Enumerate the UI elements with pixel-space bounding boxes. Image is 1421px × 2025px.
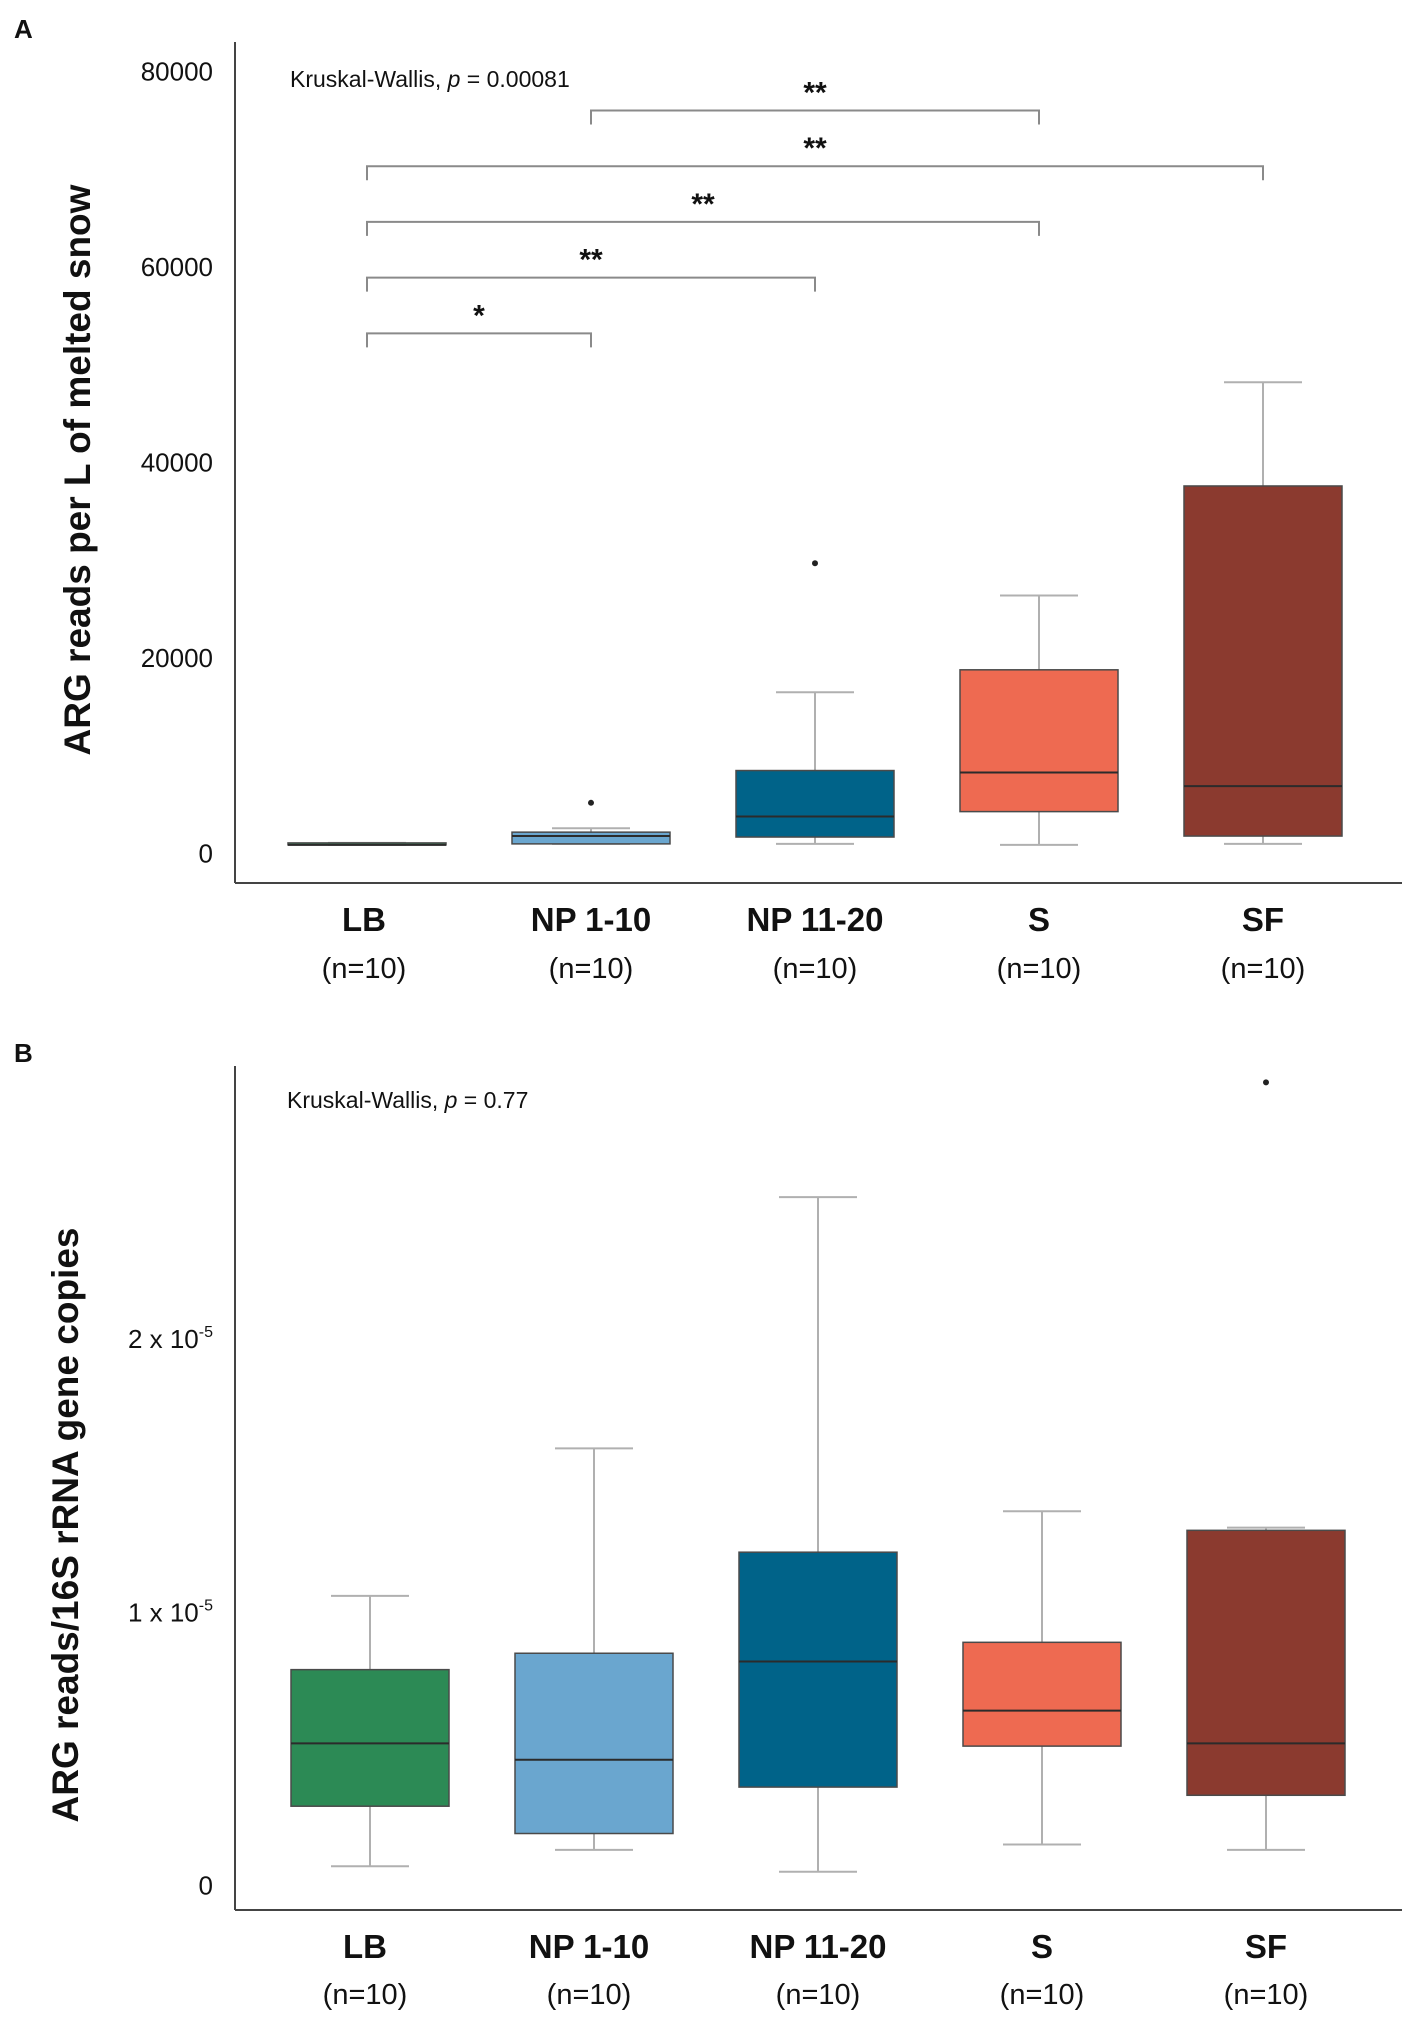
panel-b-y-axis-title: ARG reads/16S rRNA gene copies [45, 1228, 86, 1823]
a-bracket-label-1: ** [803, 132, 827, 165]
a-bracket-1: ** [366, 132, 1264, 181]
panel-b-label: B [14, 1038, 33, 1068]
panel-b: B Kruskal-Wallis, p = 0.77 ARG reads/16S… [14, 1038, 1402, 2011]
b-y-tick-label-0: 0 [199, 1870, 213, 1900]
a-bracket-line-3 [366, 276, 816, 292]
a-box-group-np-1-10 [511, 799, 671, 845]
a-n-label-np-1-10: (n=10) [549, 953, 634, 985]
b-y-tick-mantissa-0: 0 [199, 1870, 213, 1900]
a-y-tick-label-1: 20000 [141, 643, 213, 673]
a-bracket-line-0 [590, 109, 1040, 125]
b-box-group-lb [290, 1594, 450, 1868]
a-box-np-11-20 [735, 769, 895, 838]
b-x-tick-label-s: S [1031, 1928, 1053, 1965]
a-box-sf [1183, 485, 1343, 837]
b-outlier-sf-0 [1263, 1079, 1269, 1086]
b-box-group-np-11-20 [738, 1196, 898, 1873]
a-bracket-line-1 [366, 165, 1264, 181]
a-n-label-np-11-20: (n=10) [773, 953, 858, 985]
a-y-tick-label-0: 0 [199, 839, 213, 869]
a-bracket-3: ** [366, 244, 816, 292]
a-outlier-np-11-20-0 [812, 560, 818, 567]
b-box-group-sf [1186, 1079, 1346, 1851]
a-box-s [959, 669, 1119, 813]
b-x-tick-label-np-1-10: NP 1-10 [529, 1928, 649, 1965]
b-n-label-np-1-10: (n=10) [547, 1979, 632, 2011]
a-box-group-np-11-20 [735, 560, 895, 845]
a-x-tick-label-np-1-10: NP 1-10 [531, 901, 651, 938]
b-x-tick-label-sf: SF [1245, 1928, 1287, 1965]
b-n-label-lb: (n=10) [323, 1979, 408, 2011]
panel-a-x-labels: LB (n=10) NP 1-10 (n=10) NP 11-20 (n=10) S (n=1… [322, 901, 1306, 985]
a-bracket-label-4: * [473, 299, 485, 332]
b-n-label-s: (n=10) [1000, 1979, 1085, 2011]
a-x-tick-label-sf: SF [1242, 901, 1284, 938]
a-x-tick-label-np-11-20: NP 11-20 [747, 901, 884, 938]
a-box-group-s [959, 594, 1119, 846]
a-box-group-lb [287, 841, 447, 846]
b-box-group-s [962, 1510, 1122, 1846]
a-y-tick-label-2: 40000 [141, 448, 213, 478]
a-box-np-1-10 [511, 831, 671, 845]
b-n-label-np-11-20: (n=10) [776, 1979, 861, 2011]
b-box-lb [290, 1668, 450, 1807]
a-bracket-0: ** [590, 76, 1040, 125]
a-bracket-line-4 [366, 332, 592, 348]
b-y-tick-mantissa-1: 1 x 10 [128, 1597, 199, 1627]
a-bracket-line-2 [366, 220, 1040, 236]
a-bracket-4: * [366, 299, 592, 348]
a-n-label-s: (n=10) [997, 953, 1082, 985]
b-y-tick-exponent-1: -5 [199, 1597, 213, 1614]
panel-a-significance-brackets: ********* [366, 76, 1264, 348]
panel-a-boxes [287, 381, 1343, 846]
a-box-group-sf [1183, 381, 1343, 845]
b-y-tick-label-2: 2 x 10-5 [128, 1324, 213, 1354]
panel-a: A Kruskal-Wallis, p = 0.00081 ARG reads … [14, 14, 1402, 985]
b-y-tick-mantissa-2: 2 x 10 [128, 1324, 199, 1354]
a-bracket-label-3: ** [579, 244, 603, 277]
a-n-label-sf: (n=10) [1221, 953, 1306, 985]
panel-b-x-labels: LB (n=10) NP 1-10 (n=10) NP 11-20 (n=10) S (n=1… [323, 1928, 1309, 2011]
b-n-label-sf: (n=10) [1224, 1979, 1309, 2011]
panel-a-stat-text: Kruskal-Wallis, p = 0.00081 [290, 66, 570, 92]
a-n-label-lb: (n=10) [322, 953, 407, 985]
b-box-group-np-1-10 [514, 1447, 674, 1851]
b-box-sf [1186, 1529, 1346, 1797]
b-box-s [962, 1641, 1122, 1747]
b-y-tick-exponent-2: -5 [199, 1324, 213, 1341]
b-box-np-1-10 [514, 1652, 674, 1835]
a-bracket-2: ** [366, 188, 1040, 236]
a-x-tick-label-s: S [1028, 901, 1050, 938]
a-bracket-label-0: ** [803, 76, 827, 109]
b-x-tick-label-lb: LB [343, 1928, 387, 1965]
b-box-np-11-20 [738, 1551, 898, 1788]
b-x-tick-label-np-11-20: NP 11-20 [750, 1928, 887, 1965]
panel-b-boxes [290, 1079, 1346, 1873]
a-y-tick-label-3: 60000 [141, 252, 213, 282]
b-y-tick-label-1: 1 x 10-5 [128, 1597, 213, 1627]
panel-b-stat-text: Kruskal-Wallis, p = 0.77 [287, 1087, 528, 1113]
a-y-tick-label-4: 80000 [141, 56, 213, 86]
panel-a-label: A [14, 14, 33, 44]
panel-b-y-ticks: 01 x 10-52 x 10-5 [128, 1324, 213, 1900]
panel-a-y-axis-title: ARG reads per L of melted snow [57, 184, 98, 755]
a-bracket-label-2: ** [691, 188, 715, 221]
a-outlier-np-1-10-0 [588, 799, 594, 806]
panel-a-y-ticks: 0 20000 40000 60000 80000 [141, 56, 213, 868]
a-x-tick-label-lb: LB [342, 901, 386, 938]
